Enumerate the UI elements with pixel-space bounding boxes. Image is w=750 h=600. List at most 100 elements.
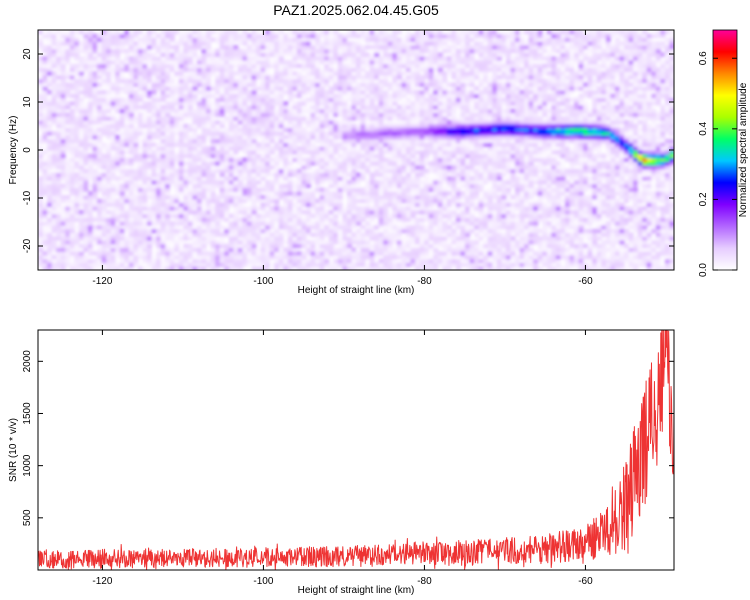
- heatmap-cell: [365, 221, 371, 226]
- heatmap-cell: [97, 183, 103, 189]
- heatmap-cell: [365, 86, 371, 91]
- heatmap-cell: [265, 30, 271, 35]
- heatmap-cell: [233, 255, 239, 260]
- heatmap-cell: [106, 255, 112, 260]
- heatmap-cell: [178, 153, 184, 159]
- heatmap-cell: [378, 153, 384, 159]
- heatmap-cell: [133, 30, 139, 35]
- heatmap-cell: [56, 63, 62, 69]
- heatmap-cell: [278, 165, 284, 170]
- heatmap-cell: [187, 195, 194, 200]
- heatmap-cell: [151, 168, 157, 174]
- heatmap-cell: [87, 71, 94, 76]
- heatmap-cell: [410, 131, 416, 136]
- heatmap-cell: [351, 176, 357, 181]
- heatmap-cell: [360, 123, 366, 129]
- heatmap-cell: [387, 101, 393, 106]
- heatmap-cell: [292, 78, 298, 84]
- heatmap-cell: [242, 243, 248, 249]
- heatmap-cell: [210, 127, 216, 132]
- heatmap-cell: [315, 240, 321, 245]
- heatmap-cell: [219, 251, 225, 256]
- heatmap-cell: [310, 37, 316, 42]
- heatmap-cell: [278, 262, 284, 267]
- heatmap-cell: [56, 93, 62, 99]
- heatmap-cell: [369, 213, 375, 219]
- heatmap-cell: [128, 93, 134, 99]
- heatmap-cell: [56, 30, 62, 35]
- heatmap-cell: [38, 108, 44, 114]
- heatmap-cell: [147, 240, 153, 245]
- heatmap-cell: [410, 37, 416, 42]
- heatmap-cell: [237, 243, 244, 249]
- heatmap-cell: [328, 221, 334, 226]
- heatmap-cell: [237, 146, 244, 151]
- heatmap-cell: [187, 75, 194, 80]
- heatmap-cell: [315, 225, 321, 230]
- heatmap-cell: [110, 255, 116, 260]
- heatmap-cell: [278, 78, 284, 84]
- heatmap-cell: [124, 183, 130, 189]
- heatmap-cell: [292, 195, 298, 200]
- heatmap-cell: [346, 60, 353, 65]
- heatmap-cell: [83, 243, 89, 249]
- heatmap-cell: [242, 123, 248, 129]
- heatmap-cell: [356, 71, 362, 76]
- heatmap-cell: [228, 75, 234, 80]
- heatmap-cell: [337, 225, 343, 230]
- heatmap-cell: [87, 146, 94, 151]
- heatmap-cell: [283, 247, 289, 252]
- heatmap-cell: [269, 225, 275, 230]
- heatmap-cell: [256, 52, 262, 57]
- heatmap-cell: [106, 157, 112, 162]
- heatmap-cell: [387, 52, 393, 57]
- heatmap-cell: [265, 52, 271, 57]
- heatmap-cell: [142, 105, 148, 110]
- heatmap-cell: [342, 86, 348, 91]
- heatmap-cell: [360, 112, 366, 117]
- heatmap-cell: [369, 146, 375, 151]
- heatmap-cell: [228, 146, 234, 151]
- heatmap-cell: [246, 78, 253, 84]
- heatmap-cell: [47, 191, 53, 196]
- heatmap-cell: [47, 228, 53, 234]
- heatmap-cell: [219, 168, 225, 174]
- heatmap-cell: [337, 195, 343, 200]
- heatmap-cell: [65, 127, 71, 132]
- heatmap-cell: [324, 37, 330, 42]
- heatmap-cell: [269, 157, 275, 162]
- heatmap-cell: [160, 243, 166, 249]
- heatmap-cell: [346, 146, 353, 151]
- heatmap-cell: [224, 52, 230, 57]
- heatmap-cell: [365, 78, 371, 84]
- heatmap-cell: [56, 236, 62, 241]
- heatmap-cell: [42, 187, 48, 192]
- heatmap-cell: [328, 191, 334, 196]
- heatmap-cell: [401, 206, 407, 211]
- heatmap-cell: [251, 30, 257, 35]
- heatmap-cell: [183, 90, 189, 95]
- heatmap-cell: [296, 120, 303, 125]
- heatmap-cell: [151, 52, 157, 57]
- heatmap-cell: [124, 41, 130, 46]
- heatmap-cell: [283, 183, 289, 189]
- heatmap-cell: [333, 146, 339, 151]
- heatmap-cell: [296, 63, 303, 69]
- heatmap-cell: [310, 191, 316, 196]
- heatmap-cell: [351, 86, 357, 91]
- heatmap-cell: [415, 221, 421, 226]
- heatmap-cell: [324, 123, 330, 129]
- heatmap-cell: [147, 266, 153, 270]
- heatmap-cell: [215, 210, 221, 215]
- heatmap-cell: [119, 123, 125, 129]
- heatmap-cell: [201, 198, 207, 204]
- heatmap-cell: [101, 240, 107, 245]
- heatmap-cell: [110, 198, 116, 204]
- heatmap-cell: [383, 116, 389, 121]
- heatmap-cell: [51, 210, 57, 215]
- heatmap-cell: [197, 60, 203, 65]
- heatmap-cell: [197, 90, 203, 95]
- heatmap-cell: [256, 262, 262, 267]
- heatmap-cell: [219, 71, 225, 76]
- heatmap-cell: [137, 161, 144, 166]
